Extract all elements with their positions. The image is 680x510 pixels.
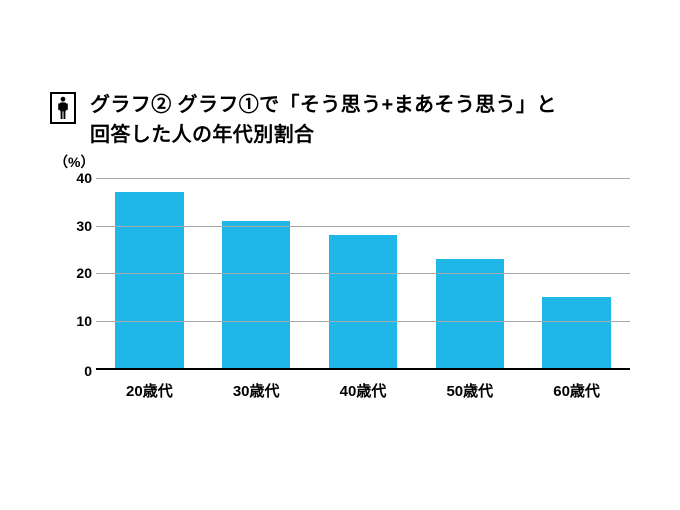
y-tick-label: 10 — [66, 313, 92, 329]
bar-chart: （%） 010203040 20歳代30歳代40歳代50歳代60歳代 — [68, 178, 630, 401]
x-tick-label: 50歳代 — [416, 380, 523, 401]
plot-area: 010203040 — [96, 178, 630, 370]
bar — [115, 192, 183, 368]
bar — [542, 297, 610, 368]
bar — [222, 221, 290, 368]
x-tick-label: 20歳代 — [96, 380, 203, 401]
bar — [329, 235, 397, 368]
chart-title: グラフ② グラフ①で「そう思う+まあそう思う」と 回答した人の年代別割合 — [90, 90, 557, 150]
title-block: グラフ② グラフ①で「そう思う+まあそう思う」と 回答した人の年代別割合 — [50, 90, 630, 150]
y-tick-label: 20 — [66, 265, 92, 281]
gridline — [96, 321, 630, 322]
x-tick-label: 40歳代 — [310, 380, 417, 401]
y-unit-label: （%） — [54, 152, 94, 172]
bar — [436, 259, 504, 368]
x-axis-labels: 20歳代30歳代40歳代50歳代60歳代 — [96, 380, 630, 401]
y-tick-label: 40 — [66, 170, 92, 186]
y-tick-label: 30 — [66, 218, 92, 234]
y-tick-label: 0 — [66, 363, 92, 379]
gridline — [96, 226, 630, 227]
x-tick-label: 30歳代 — [203, 380, 310, 401]
chart-title-line1: グラフ② グラフ①で「そう思う+まあそう思う」と — [90, 90, 557, 120]
gridline — [96, 273, 630, 274]
x-tick-label: 60歳代 — [523, 380, 630, 401]
gridline — [96, 178, 630, 179]
page: グラフ② グラフ①で「そう思う+まあそう思う」と 回答した人の年代別割合 （%）… — [0, 0, 680, 510]
chart-title-line2: 回答した人の年代別割合 — [90, 120, 557, 150]
person-icon — [50, 92, 76, 124]
